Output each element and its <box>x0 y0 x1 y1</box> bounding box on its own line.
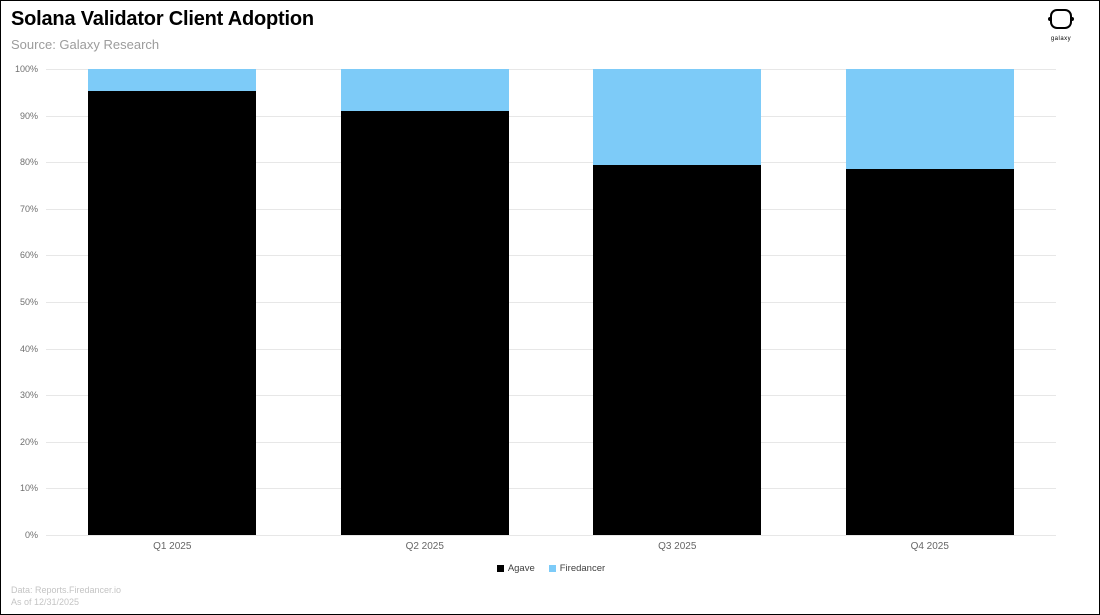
chart-footer: Data: Reports.Firedancer.io As of 12/31/… <box>11 584 121 608</box>
y-tick-label: 100% <box>14 64 38 74</box>
stacked-bar-chart: 0% 10% 20% 30% 40% 50% 60% 70% 80% 90% 100% Q1 202… <box>1 61 1099 552</box>
bar-segment-agave <box>845 168 1014 535</box>
gridline <box>46 302 1056 303</box>
bar-segment-agave <box>340 110 509 535</box>
bar-slot <box>299 69 552 535</box>
legend-item-agave: Agave <box>496 563 535 574</box>
bar-segment-firedancer <box>593 69 762 165</box>
footer-source: Data: Reports.Firedancer.io <box>11 585 122 595</box>
galaxy-logo-icon <box>1048 9 1074 29</box>
gridline <box>46 115 1056 117</box>
gridline <box>46 69 1056 70</box>
bar-segment-firedancer <box>88 69 257 92</box>
gridline <box>46 162 1056 164</box>
legend-label: Agave <box>507 563 535 574</box>
gridline <box>46 348 1056 350</box>
x-axis-labels: Q1 2025 Q2 2025 Q3 2025 Q4 2025 <box>46 541 1056 552</box>
bar-slot <box>551 69 804 535</box>
plot-area <box>46 69 1056 536</box>
bar-slot <box>46 69 299 535</box>
stacked-bar-q4-2025 <box>845 69 1014 535</box>
footer-asof: As of 12/31/2025 <box>11 597 80 607</box>
stacked-bar-q3-2025 <box>593 69 762 535</box>
legend-swatch-icon <box>548 565 556 572</box>
gridline <box>46 395 1056 397</box>
page-title: Solana Validator Client Adoption <box>11 8 314 30</box>
galaxy-logo: galaxy <box>1041 9 1081 42</box>
stacked-bar-q1-2025 <box>88 69 257 535</box>
stacked-bar-q2-2025 <box>340 69 509 535</box>
x-tick-label: Q4 2025 <box>910 541 949 552</box>
chart-subtitle: Source: Galaxy Research <box>11 37 160 52</box>
y-tick-label: 90% <box>19 110 38 121</box>
legend-swatch-icon <box>496 565 504 572</box>
x-tick-label: Q3 2025 <box>658 541 697 552</box>
y-axis-labels: 0% 10% 20% 30% 40% 50% 60% 70% 80% 90% 100% <box>1 64 41 540</box>
gridline <box>46 441 1056 443</box>
y-tick-label: 80% <box>19 157 38 168</box>
bar-slot <box>804 69 1057 535</box>
bar-segment-firedancer <box>845 69 1014 169</box>
x-tick-label: Q1 2025 <box>153 541 192 552</box>
bar-segment-agave <box>88 91 257 535</box>
y-tick-label: 40% <box>19 343 38 354</box>
bar-segment-firedancer <box>340 69 509 111</box>
y-tick-label: 10% <box>19 483 38 494</box>
gridline <box>46 208 1056 210</box>
bar-segment-agave <box>593 165 762 535</box>
bars-container <box>46 69 1056 535</box>
y-tick-label: 50% <box>19 297 38 307</box>
legend-label: Firedancer <box>559 563 606 574</box>
x-tick-label: Q2 2025 <box>405 541 444 552</box>
gridline <box>46 535 1056 536</box>
chart-legend: Agave Firedancer <box>1 563 1099 574</box>
galaxy-logo-text: galaxy <box>1050 36 1072 42</box>
gridline <box>46 255 1056 257</box>
y-tick-label: 60% <box>19 250 38 261</box>
y-tick-label: 0% <box>24 530 38 540</box>
gridline <box>46 488 1056 490</box>
y-tick-label: 70% <box>19 203 38 214</box>
legend-item-firedancer: Firedancer <box>548 563 606 574</box>
y-tick-label: 30% <box>19 390 38 401</box>
y-tick-label: 20% <box>19 436 38 447</box>
